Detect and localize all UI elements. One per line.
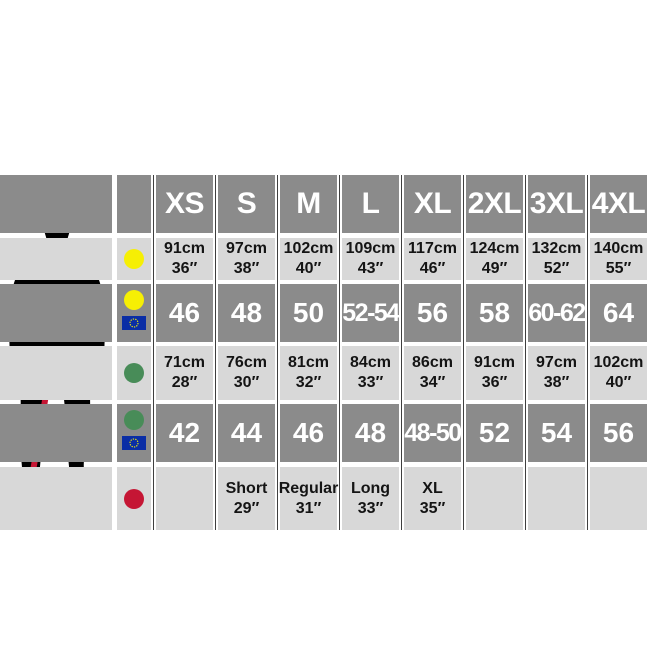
column-divider xyxy=(153,175,154,530)
table-row-leg-length: Short 29″ Regular 31″ Long 33″ XL 35″ xyxy=(0,467,647,530)
legend-cell xyxy=(117,467,151,530)
table-cell: 91cm 36″ xyxy=(156,238,213,280)
silhouette-band-cell xyxy=(0,467,112,530)
table-cell: 60-62 xyxy=(528,284,586,342)
column-divider xyxy=(525,175,526,530)
column-divider xyxy=(215,175,216,530)
table-cell: 48-50 xyxy=(404,404,462,462)
size-column-header: XL xyxy=(404,175,461,233)
table-cell: Short 29″ xyxy=(218,467,275,530)
silhouette-band-cell xyxy=(0,346,112,400)
table-cell: 132cm 52″ xyxy=(528,238,585,280)
table-cell: 84cm 33″ xyxy=(342,346,399,400)
chest-circle-icon xyxy=(124,249,144,269)
silhouette-band-cell xyxy=(0,404,112,462)
table-cell xyxy=(156,467,213,530)
column-divider xyxy=(339,175,340,530)
table-cell: 86cm 34″ xyxy=(404,346,461,400)
table-row-chest-eu: 46 48 50 52-54 56 58 60-62 64 xyxy=(0,284,647,342)
size-column-header: S xyxy=(218,175,275,233)
column-divider xyxy=(401,175,402,530)
table-cell: 81cm 32″ xyxy=(280,346,337,400)
table-row-chest-cm: 91cm 36″ 97cm 38″ 102cm 40″ 109cm 43″ 117cm 4… xyxy=(0,238,647,280)
table-cell: 50 xyxy=(280,284,337,342)
legend-cell xyxy=(117,404,151,462)
table-cell: Long 33″ xyxy=(342,467,399,530)
table-cell: 91cm 36″ xyxy=(466,346,523,400)
silhouette-band-cell xyxy=(0,175,112,233)
table-cell: 58 xyxy=(466,284,523,342)
legend-cell xyxy=(117,346,151,400)
silhouette-band-cell xyxy=(0,238,112,280)
table-cell: 102cm 40″ xyxy=(590,346,647,400)
table-cell: 76cm 30″ xyxy=(218,346,275,400)
table-cell: 42 xyxy=(156,404,213,462)
table-cell: 56 xyxy=(404,284,461,342)
table-cell: 52 xyxy=(466,404,523,462)
size-column-header: 3XL xyxy=(528,175,585,233)
column-divider xyxy=(463,175,464,530)
legend-header-cell xyxy=(117,175,151,233)
table-cell: 71cm 28″ xyxy=(156,346,213,400)
silhouette-band-cell xyxy=(0,284,112,342)
waist-circle-icon xyxy=(124,363,144,383)
table-cell: 97cm 38″ xyxy=(218,238,275,280)
table-cell xyxy=(466,467,523,530)
table-cell: 46 xyxy=(280,404,337,462)
table-cell: 124cm 49″ xyxy=(466,238,523,280)
eu-flag-icon xyxy=(122,316,146,330)
size-column-header: M xyxy=(280,175,337,233)
chest-circle-icon xyxy=(124,290,144,310)
inseam-circle-icon xyxy=(124,488,144,509)
table-cell: 48 xyxy=(218,284,275,342)
table-cell: 48 xyxy=(342,404,399,462)
table-cell xyxy=(528,467,585,530)
table-cell: 44 xyxy=(218,404,275,462)
table-header-row: XS S M L XL 2XL 3XL 4XL xyxy=(0,175,647,233)
size-column-header: 4XL xyxy=(590,175,647,233)
legend-cell xyxy=(117,238,151,280)
column-divider xyxy=(277,175,278,530)
size-column-header: 2XL xyxy=(466,175,523,233)
table-cell: 97cm 38″ xyxy=(528,346,585,400)
table-cell xyxy=(590,467,647,530)
table-cell: 109cm 43″ xyxy=(342,238,399,280)
table-cell: Regular 31″ xyxy=(279,467,338,530)
table-cell: 56 xyxy=(590,404,647,462)
table-cell: 52-54 xyxy=(342,284,400,342)
size-table: XS S M L XL 2XL 3XL 4XL 91cm 36″ 97cm 38″ … xyxy=(0,175,647,530)
column-divider xyxy=(587,175,588,530)
table-cell: 64 xyxy=(590,284,647,342)
waist-circle-icon xyxy=(124,410,144,430)
table-cell: XL 35″ xyxy=(404,467,461,530)
eu-flag-icon xyxy=(122,436,146,450)
size-column-header: L xyxy=(342,175,399,233)
table-row-waist-cm: 71cm 28″ 76cm 30″ 81cm 32″ 84cm 33″ 86cm 34″ … xyxy=(0,346,647,400)
table-cell: 140cm 55″ xyxy=(590,238,647,280)
table-cell: 102cm 40″ xyxy=(280,238,337,280)
table-cell: 54 xyxy=(528,404,585,462)
legend-cell xyxy=(117,284,151,342)
table-row-waist-eu: 42 44 46 48 48-50 52 54 56 xyxy=(0,404,647,462)
table-cell: 46 xyxy=(156,284,213,342)
table-cell: 117cm 46″ xyxy=(404,238,461,280)
size-column-header: XS xyxy=(156,175,213,233)
